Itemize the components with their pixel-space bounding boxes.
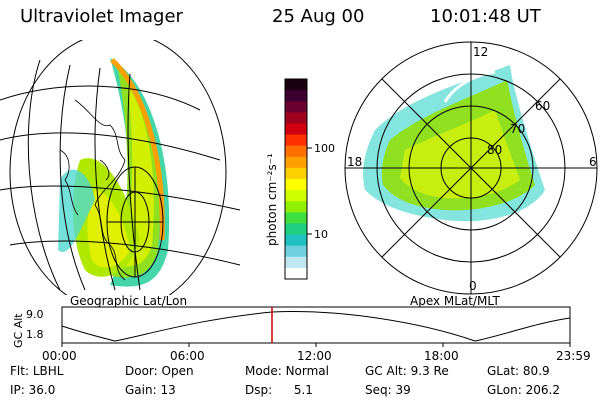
- mlt-label-12: 12: [473, 45, 488, 59]
- gcalt-field: GC Alt: 9.3 Re: [365, 364, 449, 378]
- flt-field: Flt: LBHL: [10, 364, 63, 378]
- mlt-label-6: 6: [589, 155, 597, 169]
- geographic-image: [0, 40, 241, 295]
- colorbar-swatch: [285, 234, 307, 247]
- colorbar-swatch: [285, 134, 307, 147]
- colorbar-swatch: [285, 101, 307, 113]
- mlt-label-18: 18: [347, 155, 362, 169]
- gain-label: Gain:: [125, 383, 157, 397]
- glon-field: GLon: 206.2: [487, 383, 560, 397]
- door-value: Open: [161, 364, 194, 378]
- altitude-timeline: GC Alt 9.0 1.8 00:00 06:00 12:00 18:00 2…: [12, 306, 591, 363]
- timeline-xtick-0000: 00:00: [42, 349, 77, 363]
- mlat-label-60: 60: [535, 99, 550, 113]
- mlt-label-0: 0: [469, 279, 477, 293]
- colorbar-swatch: [285, 90, 307, 102]
- mode-value: Normal: [285, 364, 329, 378]
- colorbar-unit-label: photon cm⁻²s⁻¹: [265, 153, 279, 246]
- dsp-label: Dsp:: [245, 383, 273, 397]
- gcalt-label: GC Alt:: [365, 364, 407, 378]
- flt-label: Flt:: [10, 364, 29, 378]
- seq-field: Seq: 39: [365, 383, 411, 397]
- dsp-value: 5.1: [293, 383, 313, 397]
- glon-value: 206.2: [525, 383, 560, 397]
- glat-label: GLat:: [487, 364, 520, 378]
- seq-label: Seq:: [365, 383, 392, 397]
- dsp-field: Dsp: 5.1: [245, 383, 313, 397]
- colorbar-strips: [285, 79, 307, 280]
- colorbar-swatch: [285, 223, 307, 236]
- polar-magnetic-image: 12 18 6 0 60 70 80: [344, 41, 598, 295]
- glon-label: GLon:: [487, 383, 522, 397]
- timeline-ytick-high: 9.0: [26, 308, 44, 321]
- door-field: Door: Open: [125, 364, 194, 378]
- colorbar-swatch: [285, 179, 307, 191]
- colorbar: 100 10 photon cm⁻²s⁻¹: [265, 78, 335, 280]
- gain-value: 13: [160, 383, 176, 397]
- seq-value: 39: [395, 383, 411, 397]
- colorbar-swatch: [285, 123, 307, 136]
- colorbar-swatch: [285, 167, 307, 180]
- colorbar-swatch: [285, 245, 307, 258]
- timeline-xtick-0600: 06:00: [170, 349, 205, 363]
- gcalt-value: 9.3 Re: [410, 364, 449, 378]
- apex-caption: Apex MLat/MLT: [410, 294, 500, 308]
- ip-label: IP:: [10, 383, 25, 397]
- gain-field: Gain: 13: [125, 383, 176, 397]
- glat-value: 80.9: [522, 364, 550, 378]
- mode-label: Mode:: [245, 364, 282, 378]
- colorbar-tick-10: 10: [314, 228, 328, 241]
- door-label: Door:: [125, 364, 158, 378]
- flt-value: LBHL: [32, 364, 64, 378]
- date-label: 25 Aug 00: [272, 6, 365, 27]
- colorbar-swatch: [285, 112, 307, 124]
- colorbar-swatch: [285, 267, 307, 280]
- timeline-axis-title: GC Alt: [12, 313, 25, 348]
- instrument-title: Ultraviolet Imager: [20, 6, 183, 27]
- colorbar-swatch: [285, 79, 307, 91]
- colorbar-swatch: [285, 212, 307, 224]
- glat-field: GLat: 80.9: [487, 364, 550, 378]
- mode-field: Mode: Normal: [245, 364, 329, 378]
- timeline-ytick-low: 1.8: [26, 328, 44, 341]
- colorbar-tick-100: 100: [314, 142, 335, 155]
- earth-limb: [9, 40, 227, 295]
- geographic-caption: Geographic Lat/Lon: [70, 294, 188, 308]
- timeline-xtick-1200: 12:00: [297, 349, 332, 363]
- colorbar-swatch: [285, 256, 307, 269]
- colorbar-swatch: [285, 201, 307, 213]
- ip-value: 36.0: [28, 383, 56, 397]
- altitude-curve: [61, 311, 571, 342]
- mlat-label-80: 80: [487, 143, 502, 157]
- timeline-xtick-2359: 23:59: [556, 349, 591, 363]
- timeline-xtick-1800: 18:00: [424, 349, 459, 363]
- colorbar-swatch: [285, 156, 307, 169]
- mlat-label-70: 70: [510, 122, 525, 136]
- ip-field: IP: 36.0: [10, 383, 55, 397]
- colorbar-swatch: [285, 190, 307, 202]
- time-label: 10:01:48 UT: [430, 6, 541, 27]
- colorbar-swatch: [285, 145, 307, 158]
